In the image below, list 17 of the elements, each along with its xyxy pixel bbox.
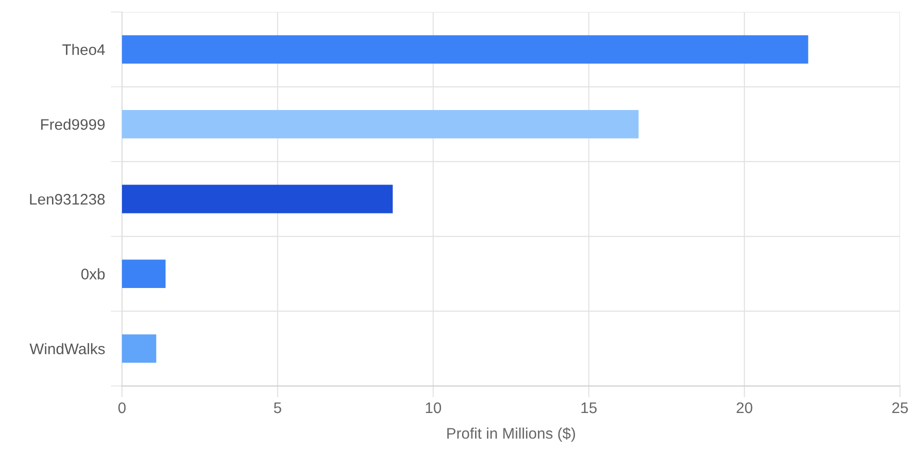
y-tick-label: Fred9999 [41, 118, 105, 130]
x-tick-label: 5 [274, 402, 282, 414]
bar [122, 184, 393, 214]
bar [122, 35, 808, 64]
x-tick-label: 0 [118, 402, 126, 414]
x-axis-title: Profit in Millions ($) [447, 427, 575, 442]
y-tick-label: Theo4 [62, 44, 105, 56]
y-tick-label: 0xb [81, 268, 105, 280]
y-tick-label: WindWalks [30, 343, 105, 354]
bar [122, 110, 639, 138]
x-tick-label: 25 [892, 402, 908, 414]
bar [122, 260, 166, 288]
x-tick-label: 15 [581, 402, 597, 414]
bar [122, 334, 156, 363]
x-tick-label: 10 [426, 402, 442, 414]
x-tick-label: 20 [736, 402, 752, 414]
y-tick-label: Len931238 [30, 194, 105, 205]
